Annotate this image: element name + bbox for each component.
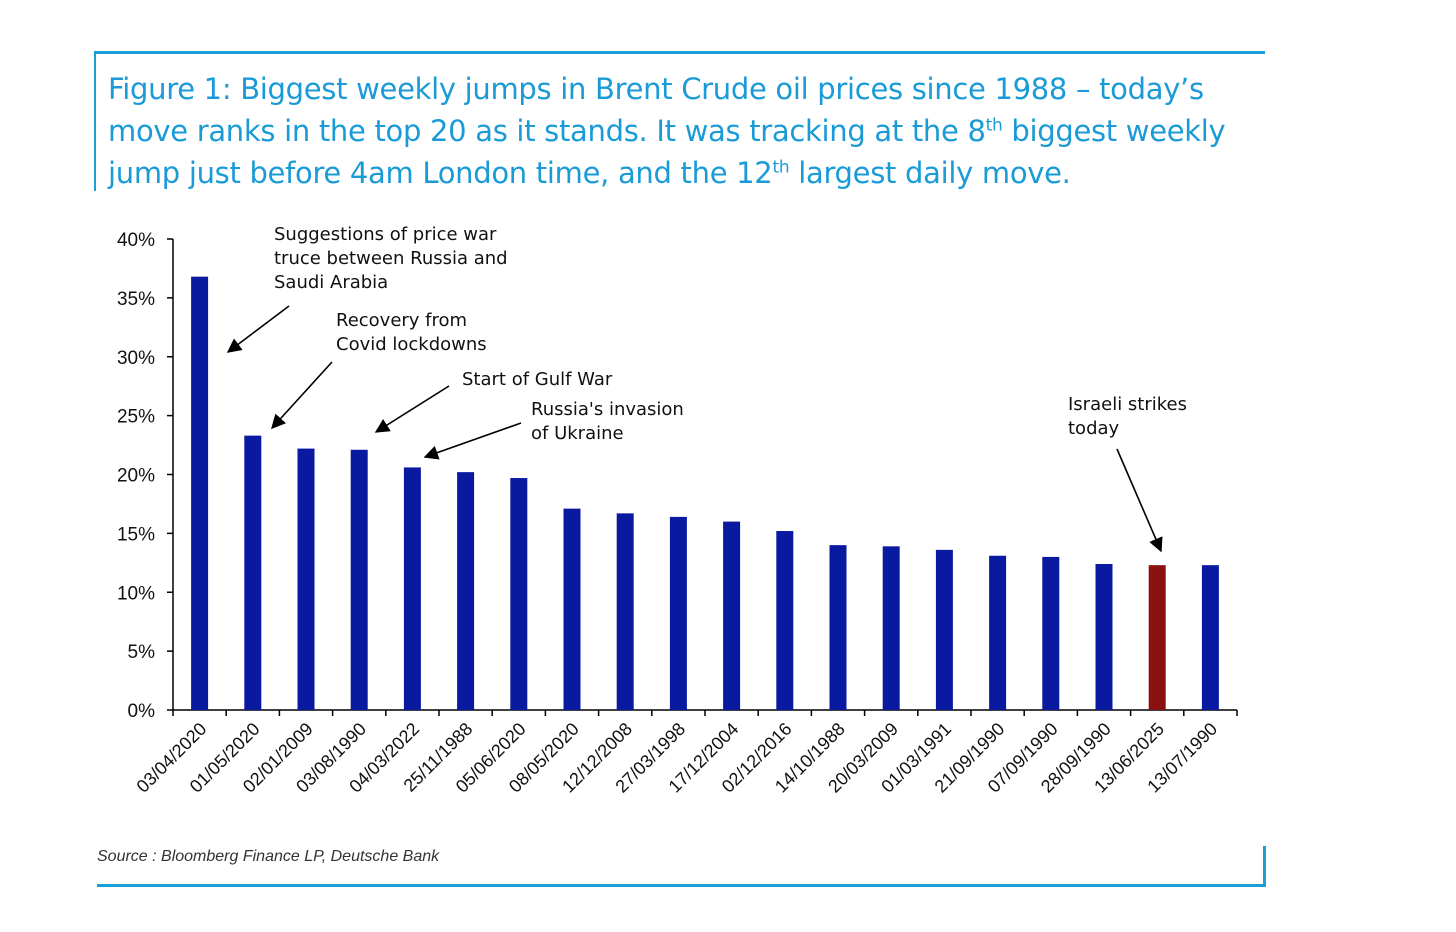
annotation-arrow — [1116, 448, 1163, 553]
bar-27-03-1998 — [669, 516, 687, 710]
annotation-text: Recovery from Covid lockdowns — [336, 310, 487, 355]
source-note: Source : Bloomberg Finance LP, Deutsche … — [97, 848, 440, 865]
annotation-line: Suggestions of price war — [274, 224, 497, 245]
title-line-2-sup: th — [985, 115, 1003, 136]
annotation-line: Covid lockdowns — [336, 334, 487, 355]
bar-02-01-2009 — [297, 448, 315, 710]
bar-03-04-2020 — [191, 276, 209, 710]
title-line-3-sup: th — [772, 157, 790, 178]
annotation-line: today — [1068, 418, 1120, 439]
annotation-arrow — [423, 422, 522, 460]
y-tick-label: 0% — [128, 701, 156, 722]
y-tick-label: 10% — [117, 583, 155, 604]
annotation-arrow — [374, 385, 450, 433]
title-line-1: Figure 1: Biggest weekly jumps in Brent … — [108, 72, 1204, 106]
annotation-line: Saudi Arabia — [274, 272, 388, 293]
bar-21-09-1990 — [989, 555, 1007, 710]
title-line-3-a: jump just before 4am London time, and th… — [108, 156, 773, 190]
annotation-line: Israeli strikes — [1068, 394, 1187, 415]
bar-03-08-1990 — [350, 449, 368, 710]
bar-01-05-2020 — [244, 435, 262, 710]
y-tick-label: 5% — [128, 642, 156, 663]
bar-25-11-1988 — [457, 472, 475, 710]
bar-17-12-2004 — [723, 521, 741, 710]
annotation-arrow — [226, 305, 290, 353]
bar-12-12-2008 — [616, 513, 634, 710]
y-tick-label: 35% — [117, 289, 155, 310]
frame-right-border — [1263, 846, 1266, 886]
bar-13-07-1990 — [1201, 565, 1219, 710]
annotation-line: Recovery from — [336, 310, 467, 331]
frame-bottom-border — [97, 884, 1266, 887]
annotation-text: Russia's invasion of Ukraine — [531, 399, 684, 444]
frame-top-border — [95, 51, 1265, 54]
annotation-line: of Ukraine — [531, 423, 624, 444]
bar-01-03-1991 — [935, 549, 953, 710]
title-line-3-b: largest daily move. — [789, 156, 1071, 190]
title-line-3: jump just before 4am London time, and th… — [108, 152, 1258, 194]
y-tick-label: 15% — [117, 524, 155, 545]
bar-20-03-2009 — [882, 546, 900, 710]
annotation-text: Israeli strikes today — [1068, 394, 1187, 439]
title-line-2-b: biggest weekly — [1002, 114, 1226, 148]
bar-05-06-2020 — [510, 478, 528, 710]
bar-14-10-1988 — [829, 545, 847, 710]
y-tick-label: 40% — [117, 230, 155, 251]
annotation-arrow — [271, 361, 333, 430]
bar-13-06-2025 — [1148, 565, 1166, 710]
frame-left-border — [94, 51, 96, 191]
bar-04-03-2022 — [403, 467, 421, 710]
bar-02-12-2016 — [776, 531, 794, 710]
title-line-2-a: move ranks in the top 20 as it stands. I… — [108, 114, 986, 148]
figure-title: Figure 1: Biggest weekly jumps in Brent … — [108, 68, 1258, 194]
bar-08-05-2020 — [563, 508, 581, 710]
y-tick-label: 20% — [117, 466, 155, 487]
annotation-line: Russia's invasion — [531, 399, 684, 420]
title-line-2: move ranks in the top 20 as it stands. I… — [108, 110, 1258, 152]
y-tick-label: 25% — [117, 407, 155, 428]
y-tick-label: 30% — [117, 348, 155, 369]
annotation-text: Suggestions of price war truce between Ru… — [274, 224, 508, 293]
annotation-line: truce between Russia and — [274, 248, 508, 269]
annotation-text: Start of Gulf War — [462, 369, 613, 390]
annotation-line: Start of Gulf War — [462, 369, 613, 390]
bar-28-09-1990 — [1095, 563, 1113, 710]
bar-07-09-1990 — [1042, 556, 1060, 710]
